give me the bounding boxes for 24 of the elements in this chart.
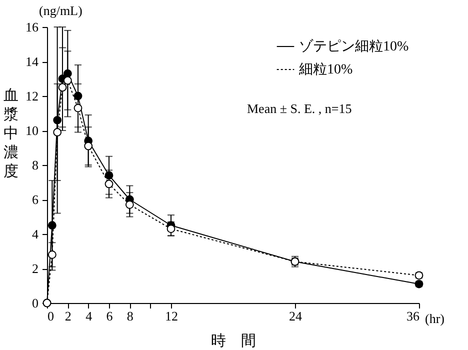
text: (ng/mL) <box>39 3 82 18</box>
x-tick-label: 8 <box>126 308 134 324</box>
y-tick-label: 2 <box>32 261 38 276</box>
y-tick-label: 14 <box>26 54 39 69</box>
x-tick-label: 12 <box>165 308 178 324</box>
x-axis-title: 時 間 <box>211 332 256 350</box>
legend-label: ゾテピン細粒10% <box>299 38 409 54</box>
y-tick-label: 4 <box>32 226 39 242</box>
x-tick-label: 2 <box>64 308 72 324</box>
y-tick-label: 0 <box>32 296 38 310</box>
legend-label: 細粒10% <box>298 62 353 78</box>
y-tick-label: 6 <box>32 192 39 207</box>
text: (hr) <box>425 311 444 326</box>
y-tick-label: 8 <box>32 158 38 172</box>
y-tick-label: 12 <box>26 88 38 104</box>
y-axis-title: 血漿中濃度 <box>4 87 18 180</box>
x-tick-label: 4 <box>86 308 93 324</box>
x-tick-label: 24 <box>289 308 302 324</box>
y-tick-label: 10 <box>26 123 38 138</box>
x-tick-label: 36 <box>406 308 420 324</box>
x-tick-label: 6 <box>106 308 114 324</box>
annotation: Mean ± S. E. , n=15 <box>247 101 352 116</box>
y-tick-label: 16 <box>26 20 39 34</box>
x-tick-label: 0 <box>48 308 54 324</box>
